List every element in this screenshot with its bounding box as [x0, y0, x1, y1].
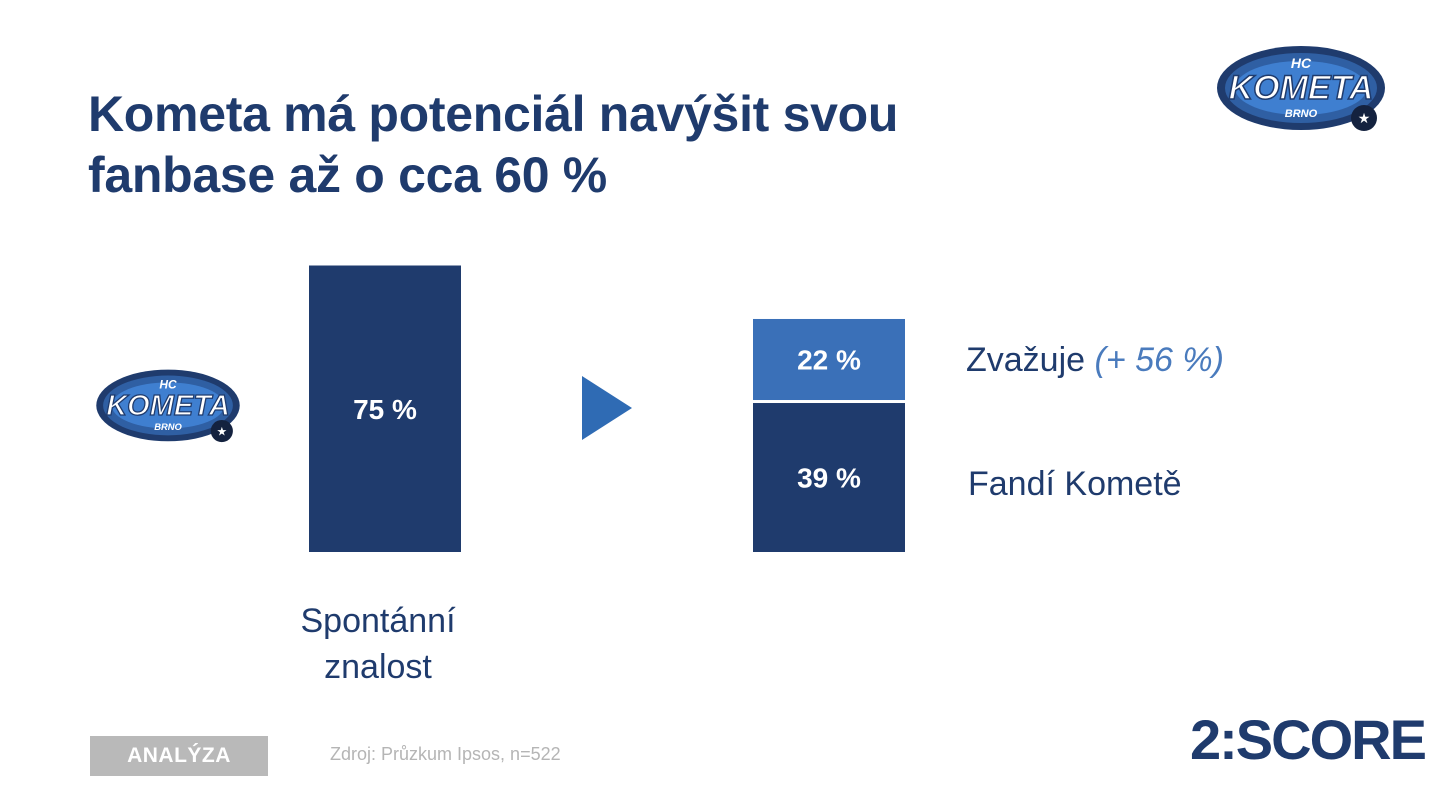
play-arrow-icon	[582, 376, 632, 440]
bar-0-segment-0-label: 75 %	[353, 394, 417, 425]
kometa-logo-top: HC KOMETA BRNO ★	[1217, 46, 1385, 131]
legend-consider-note: (+ 56 %)	[1094, 341, 1224, 379]
slide-title: Kometa má potenciál navýšit svou fanbase…	[88, 86, 899, 203]
logo-brno-text: BRNO	[154, 421, 182, 432]
logo-hc-text: HC	[1291, 55, 1312, 71]
2score-logo: 2:SCORE	[1190, 708, 1427, 771]
bar-1-segment-0	[753, 403, 905, 552]
star-icon: ★	[1358, 110, 1371, 126]
puck-icon	[210, 419, 233, 443]
bar-1-segment-1-label: 22 %	[797, 345, 861, 376]
logo-kometa-text: KOMETA	[1229, 69, 1374, 107]
logo-brno-text: BRNO	[1285, 108, 1318, 120]
bar-0-segment-0	[309, 265, 461, 552]
star-icon: ★	[216, 424, 227, 438]
category-label-spontaneous: Spontánní znalost	[300, 602, 456, 686]
source-note: Zdroj: Průzkum Ipsos, n=522	[330, 744, 561, 764]
puck-icon	[1351, 105, 1377, 131]
logo-hc-text: HC	[159, 377, 177, 391]
bar-1-segment-1	[753, 318, 905, 401]
legend-consider: Zvažuje (+ 56 %)	[966, 340, 1224, 380]
logo-kometa-text: KOMETA	[106, 390, 230, 422]
legend-consider-text: Zvažuje	[966, 341, 1086, 379]
bar-1-segment-0-label: 39 %	[797, 463, 861, 494]
analysis-badge: ANALÝZA	[90, 736, 268, 776]
kometa-logo-left: HC KOMETA BRNO ★	[96, 369, 240, 443]
legend-fans: Fandí Kometě	[968, 465, 1182, 503]
